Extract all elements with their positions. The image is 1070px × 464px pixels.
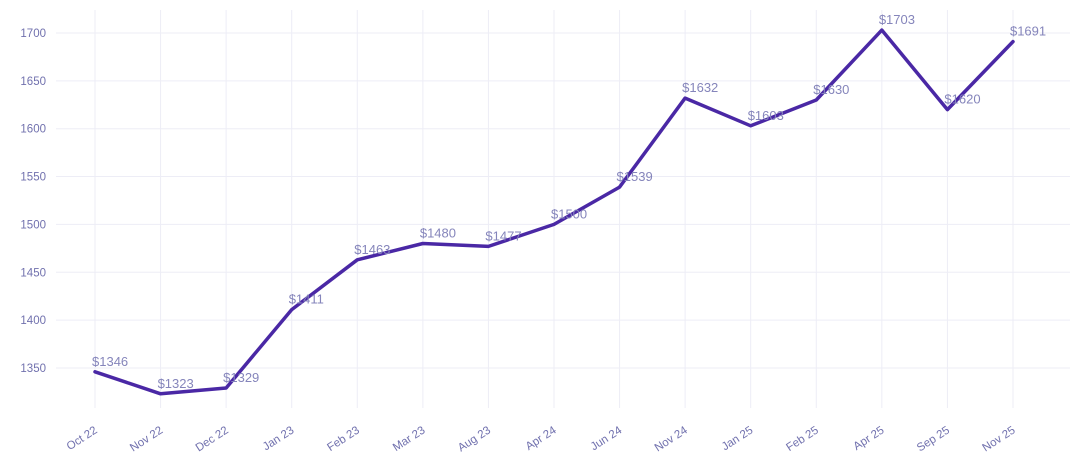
y-tick-label: 1350 <box>20 363 46 375</box>
y-tick-label: 1450 <box>20 267 46 279</box>
series-line <box>93 28 1015 396</box>
point-value-label: $1463 <box>354 242 390 257</box>
point-value-label: $1620 <box>944 92 980 107</box>
point-value-label: $1500 <box>551 206 587 221</box>
x-axis-label: Jan 23 <box>261 424 296 453</box>
point-value-label: $1603 <box>748 108 784 123</box>
x-axis-label: Sep 25 <box>915 424 952 454</box>
y-tick-label: 1500 <box>20 219 46 231</box>
y-tick-label: 1650 <box>20 76 46 88</box>
x-axis-label: Oct 22 <box>65 424 100 453</box>
x-axis-label: Jun 24 <box>589 424 625 453</box>
x-axis-label: Mar 23 <box>391 424 428 454</box>
point-value-label: $1703 <box>879 12 915 27</box>
point-value-label: $1346 <box>92 354 128 369</box>
y-tick-label: 1600 <box>20 124 46 136</box>
x-axis-label: Dec 22 <box>194 424 231 454</box>
point-value-label: $1480 <box>420 226 456 241</box>
point-value-label: $1329 <box>223 370 259 385</box>
point-value-label: $1691 <box>1010 24 1046 39</box>
point-value-label: $1630 <box>813 82 849 97</box>
point-value-label: $1323 <box>158 376 194 391</box>
point-value-label: $1632 <box>682 80 718 95</box>
y-tick-label: 1400 <box>20 315 46 327</box>
x-axis-label: Feb 25 <box>784 424 821 454</box>
x-axis-label: Nov 24 <box>653 424 691 454</box>
x-axis-label: Apr 24 <box>524 424 559 453</box>
point-value-label: $1477 <box>485 228 521 243</box>
x-axis-label: Apr 25 <box>852 424 887 453</box>
x-axis-label: Nov 25 <box>981 424 1018 454</box>
point-value-label: $1411 <box>289 292 324 307</box>
point-value-label: $1539 <box>617 169 653 184</box>
x-axis-label: Feb 23 <box>325 424 362 454</box>
y-tick-label: 1700 <box>20 28 46 40</box>
x-axis-label: Jan 25 <box>720 424 755 453</box>
x-axis-label: Aug 23 <box>456 424 493 454</box>
y-tick-label: 1550 <box>20 172 46 184</box>
x-axis-label: Nov 22 <box>128 424 165 454</box>
